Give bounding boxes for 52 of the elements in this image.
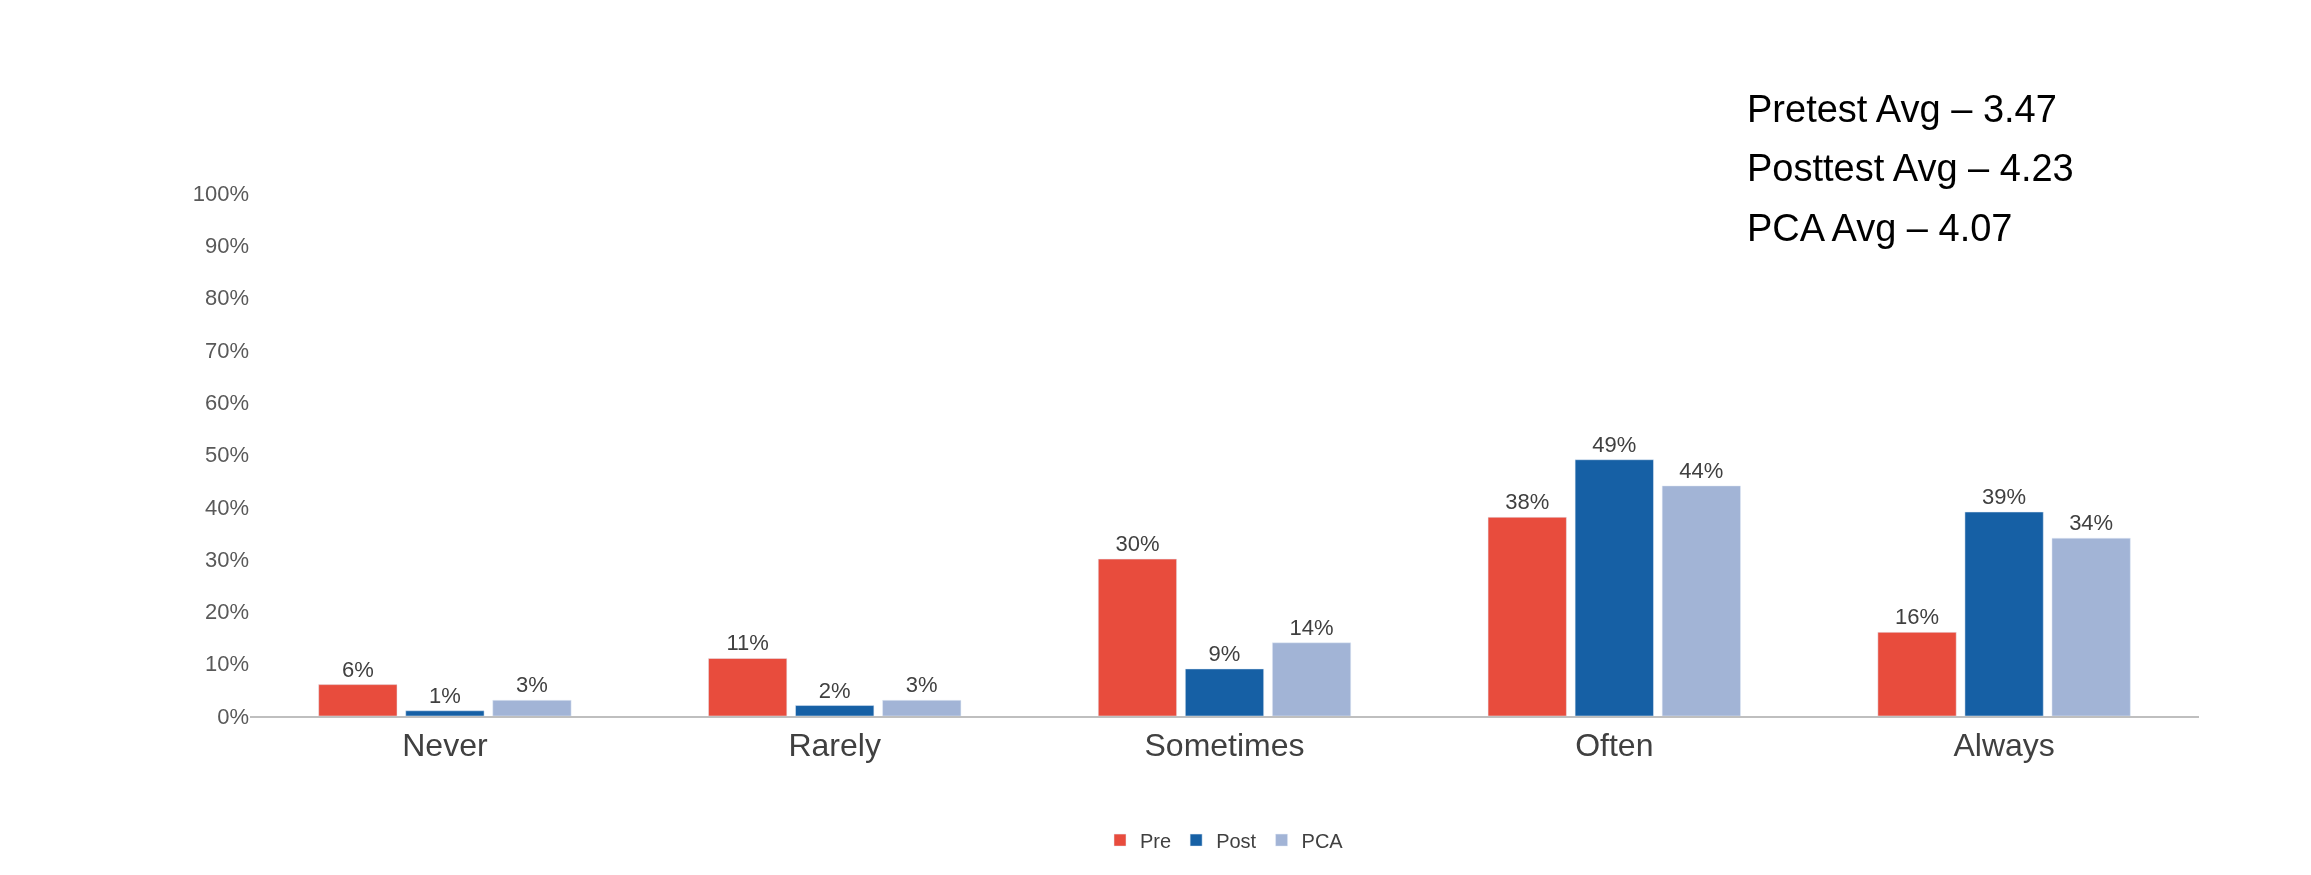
legend-label: Pre xyxy=(1140,829,1172,852)
text: Posttest Avg – 4.23 xyxy=(1747,147,2074,189)
data-label: 49% xyxy=(1592,431,1637,457)
data-label: 11% xyxy=(726,630,769,656)
bar xyxy=(405,710,485,716)
y-tick-label: 70% xyxy=(204,337,249,363)
bar xyxy=(1487,517,1567,716)
data-label: 34% xyxy=(2069,510,2114,536)
y-tick-label: 40% xyxy=(204,494,249,520)
y-tick-label: 60% xyxy=(204,389,249,415)
y-tick-label: 80% xyxy=(204,285,249,311)
bar xyxy=(2051,537,2131,716)
legend-label: Post xyxy=(1216,829,1257,852)
x-tick-label: Rarely xyxy=(788,727,881,764)
bar xyxy=(1964,511,2044,716)
bar xyxy=(1185,668,1264,716)
data-label: 6% xyxy=(341,656,374,682)
x-tick-label: Sometimes xyxy=(1144,727,1305,764)
y-tick-label: 0% xyxy=(217,703,249,729)
bar xyxy=(882,700,962,716)
data-label: 3% xyxy=(516,672,548,698)
bar xyxy=(1272,642,1351,716)
bar xyxy=(492,700,572,716)
text: Pretest Avg – 3.47 xyxy=(1747,88,2057,130)
data-label: 2% xyxy=(818,677,851,703)
bar xyxy=(1574,459,1654,716)
y-tick-label: 10% xyxy=(204,651,249,677)
y-tick-label: 30% xyxy=(204,546,249,572)
bar xyxy=(1661,485,1741,716)
x-tick-label: Never xyxy=(402,727,488,764)
y-tick-label: 90% xyxy=(204,233,249,258)
y-tick-label: 50% xyxy=(204,442,249,468)
x-tick-label: Often xyxy=(1575,727,1654,764)
data-label: 1% xyxy=(429,682,461,708)
bar xyxy=(1877,632,1957,716)
data-label: 30% xyxy=(1115,531,1160,557)
bar xyxy=(318,684,398,716)
bar xyxy=(795,705,875,716)
data-label: 44% xyxy=(1679,457,1724,483)
data-label: 16% xyxy=(1895,604,1940,630)
y-tick-label: 100% xyxy=(192,180,249,206)
data-label: 9% xyxy=(1208,640,1241,666)
legend-label: PCA xyxy=(1301,829,1344,852)
y-tick-label: 20% xyxy=(204,599,249,625)
data-label: 3% xyxy=(905,672,938,698)
bar xyxy=(1098,558,1177,716)
annotation: PCA Avg – 4.07 xyxy=(1747,207,2013,249)
data-label: 38% xyxy=(1505,489,1550,515)
data-label: 39% xyxy=(1982,484,2027,510)
x-tick-label: Always xyxy=(1953,727,2055,764)
data-label: 14% xyxy=(1289,614,1334,640)
bar xyxy=(708,658,788,716)
